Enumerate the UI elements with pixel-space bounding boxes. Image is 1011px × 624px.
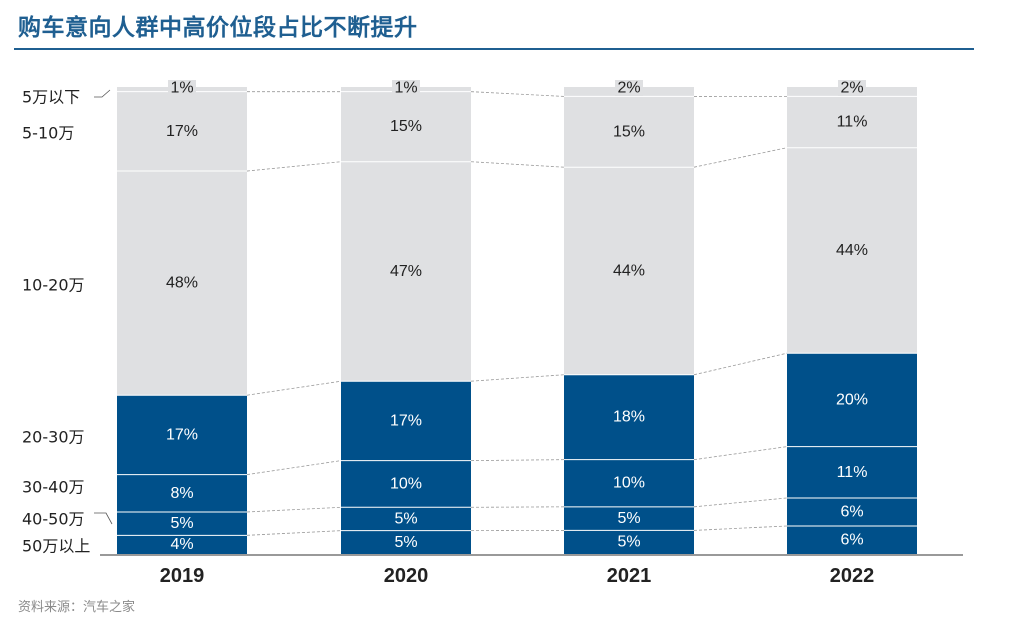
connector-line — [246, 380, 342, 396]
bar-segment — [117, 511, 247, 536]
chart-title: 购车意向人群中高价位段占比不断提升 — [18, 15, 418, 41]
bar-segment — [341, 381, 471, 461]
data-label: 15% — [390, 118, 422, 135]
bar-segment — [341, 161, 471, 382]
data-label: 6% — [840, 503, 863, 520]
data-label: 17% — [166, 426, 198, 443]
connector-line — [246, 506, 342, 513]
bar-segment — [117, 395, 247, 475]
data-label: 44% — [836, 242, 868, 259]
bar-segment — [564, 374, 694, 460]
connector-line — [693, 497, 788, 508]
x-tick-label: 2022 — [830, 565, 875, 587]
connector-line — [693, 352, 788, 376]
bar-segment — [564, 459, 694, 507]
connector-line — [246, 161, 342, 172]
x-tick-label: 2019 — [160, 565, 205, 587]
connector-line — [693, 446, 788, 461]
data-label: 10% — [613, 475, 645, 492]
label-backdrop — [168, 80, 196, 96]
leader-line — [94, 512, 113, 525]
connector-line — [470, 374, 565, 382]
series-label: 20-30万 — [22, 428, 85, 447]
series-label: 50万以上 — [22, 537, 90, 556]
data-label: 15% — [613, 123, 645, 140]
data-label: 11% — [837, 464, 868, 481]
data-label: 47% — [390, 263, 422, 280]
leader-line — [94, 89, 111, 98]
data-label: 48% — [166, 275, 198, 292]
bar-segment — [564, 96, 694, 168]
connector-line — [693, 525, 788, 531]
bar-segment — [564, 506, 694, 531]
x-tick-label: 2020 — [384, 565, 429, 587]
data-label: 18% — [613, 409, 645, 426]
bar-segment — [787, 446, 917, 498]
series-label: 30-40万 — [22, 478, 85, 497]
connector-line — [470, 91, 565, 97]
connector-line — [693, 147, 788, 168]
title-underline — [14, 48, 974, 50]
bar-segment — [117, 474, 247, 512]
series-label: 5-10万 — [22, 124, 74, 143]
stacked-bar-chart: 4% 5% 5% 6% 5% 5% 5% 6% 8% 10% 10% 11% 17% 17% 18% 20% 4… — [22, 80, 963, 587]
bar-segment — [341, 507, 471, 531]
series-label: 5万以下 — [22, 88, 80, 107]
label-backdrop — [392, 80, 420, 96]
data-label: 8% — [170, 485, 193, 502]
data-label: 17% — [390, 412, 422, 429]
source-note: 资料来源：汽车之家 — [18, 600, 136, 615]
data-label: 44% — [613, 262, 645, 279]
bar-segment — [787, 497, 917, 526]
data-label: 1% — [170, 80, 193, 97]
data-label: 2% — [617, 80, 640, 97]
x-tick-label: 2021 — [607, 565, 652, 587]
bar-segment — [787, 96, 917, 148]
data-label: 6% — [840, 531, 863, 548]
data-label: 2% — [840, 80, 863, 97]
bar-segment — [341, 91, 471, 162]
connector-line — [246, 460, 342, 476]
bar-segment — [787, 353, 917, 447]
bar-segment — [117, 535, 247, 554]
data-label: 5% — [394, 510, 417, 527]
label-backdrop — [615, 80, 643, 96]
bar-segment — [564, 167, 694, 375]
bar-segment — [117, 91, 247, 172]
data-label: 20% — [836, 391, 868, 408]
bar-segment — [787, 147, 917, 354]
data-label: 11% — [837, 114, 868, 131]
series-label: 40-50万 — [22, 510, 85, 529]
connector-line — [470, 161, 565, 168]
data-label: 17% — [166, 123, 198, 140]
connector-line — [470, 459, 565, 461]
connector-line — [246, 530, 342, 536]
data-label: 4% — [170, 536, 193, 553]
bar-segment — [787, 525, 917, 554]
data-label: 5% — [394, 534, 417, 551]
label-backdrop — [838, 80, 866, 96]
data-label: 5% — [617, 510, 640, 527]
bar-segment — [564, 530, 694, 554]
bar-segment — [341, 460, 471, 508]
data-label: 5% — [170, 515, 193, 532]
series-label: 10-20万 — [22, 276, 85, 295]
bar-segment — [341, 530, 471, 554]
data-label: 5% — [617, 534, 640, 551]
bar-segment — [117, 171, 247, 396]
data-label: 10% — [390, 475, 422, 492]
data-label: 1% — [394, 80, 417, 97]
